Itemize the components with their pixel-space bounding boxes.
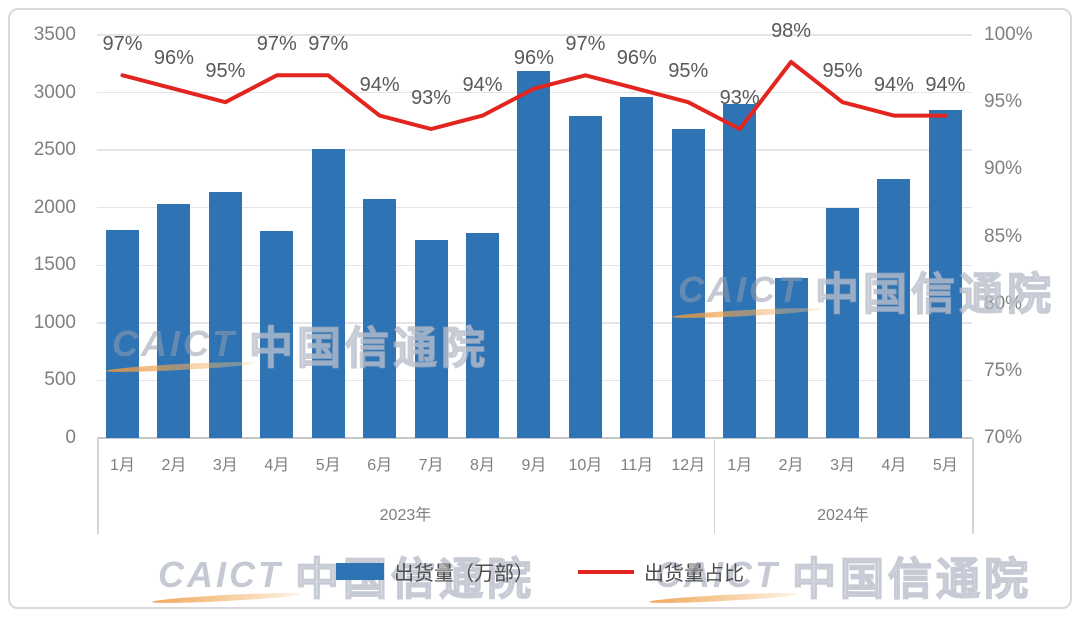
point-label-2: 95%	[205, 60, 246, 83]
bar-3月-2	[208, 191, 242, 438]
bar-4月-15	[877, 178, 911, 438]
left-axis-tick: 500	[44, 369, 76, 391]
legend: 出货量（万部） 出货量占比	[0, 557, 1080, 586]
point-label-16: 94%	[925, 73, 966, 96]
month-label-7: 8月	[470, 457, 495, 474]
left-axis-tick: 0	[65, 427, 76, 448]
point-label-9: 97%	[565, 33, 606, 56]
month-label-12: 1月	[727, 457, 753, 474]
bar-12月-11	[671, 129, 705, 438]
bar-5月-4	[311, 148, 345, 438]
month-label-14: 3月	[830, 457, 855, 474]
left-axis-tick: 3500	[33, 24, 76, 45]
bar-10月-9	[568, 115, 602, 438]
axis-separator	[972, 438, 974, 534]
month-label-16: 5月	[932, 457, 958, 474]
legend-bar-label: 出货量（万部）	[394, 563, 534, 585]
gridline	[97, 437, 972, 440]
month-label-5: 6月	[367, 457, 393, 474]
right-axis-tick: 80%	[984, 292, 1023, 314]
month-label-13: 2月	[778, 457, 804, 474]
month-label-9: 10月	[568, 457, 603, 474]
point-label-13: 98%	[771, 19, 812, 42]
bar-2月-13	[774, 277, 808, 438]
bar-4月-3	[260, 230, 294, 438]
bar-9月-8	[517, 70, 551, 438]
bar-1月-12	[723, 104, 757, 438]
gridline	[97, 34, 972, 36]
month-label-11: 12月	[671, 457, 706, 474]
bar-8月-7	[466, 233, 499, 438]
left-axis-tick: 2500	[33, 139, 76, 161]
right-axis-tick: 70%	[984, 427, 1023, 448]
month-label-3: 4月	[264, 457, 290, 474]
bar-2月-1	[157, 204, 191, 438]
legend-line-label: 出货量占比	[644, 563, 744, 585]
right-axis-tick: 85%	[984, 225, 1023, 247]
bar-11月-10	[620, 97, 654, 438]
bar-3月-14	[826, 207, 860, 438]
right-axis-tick: 95%	[984, 91, 1023, 113]
month-label-1: 2月	[161, 457, 187, 474]
point-label-0: 97%	[102, 33, 143, 56]
month-label-6: 7月	[418, 457, 444, 474]
left-axis-tick: 1500	[33, 254, 76, 276]
point-label-7: 94%	[462, 73, 503, 96]
month-label-4: 5月	[315, 457, 341, 474]
right-axis-tick: 100%	[984, 24, 1033, 45]
month-label-15: 4月	[881, 457, 907, 474]
point-label-4: 97%	[308, 33, 349, 56]
month-label-10: 11月	[620, 457, 654, 474]
axis-separator	[97, 438, 99, 534]
month-label-8: 9月	[521, 457, 547, 474]
legend-line-swatch	[578, 569, 634, 574]
year-label-2024年: 2024年	[817, 507, 869, 524]
point-label-12: 93%	[719, 87, 760, 110]
bar-1月-0	[106, 229, 139, 438]
axis-separator	[713, 438, 716, 534]
legend-bar-swatch	[336, 563, 384, 580]
bar-6月-5	[363, 198, 397, 438]
year-label-2023年: 2023年	[379, 507, 432, 524]
right-axis-tick: 75%	[984, 359, 1023, 381]
point-label-11: 95%	[668, 60, 709, 83]
bar-5月-16	[928, 109, 962, 438]
left-axis-tick: 2000	[33, 196, 76, 218]
bar-7月-6	[414, 239, 448, 438]
month-label-2: 3月	[212, 457, 238, 474]
month-label-0: 1月	[110, 457, 135, 474]
point-label-3: 97%	[256, 33, 297, 56]
right-axis-tick: 90%	[984, 158, 1023, 180]
left-axis-tick: 3000	[33, 81, 76, 103]
left-axis-tick: 1000	[33, 311, 76, 333]
